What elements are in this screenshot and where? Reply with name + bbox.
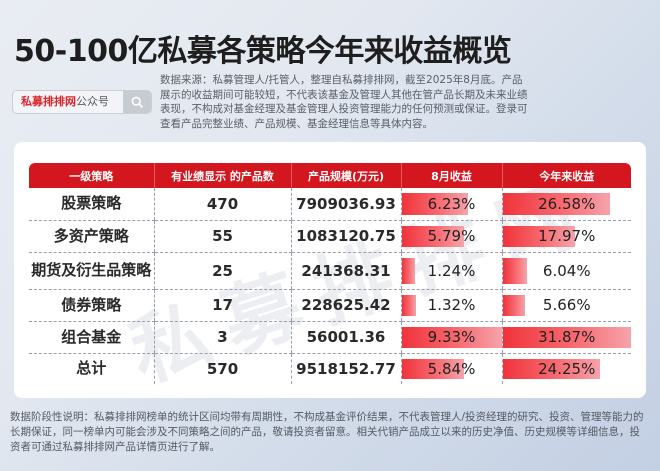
ytd-return-value: 17.97% [538, 227, 596, 245]
cell-aug-return: 1.24% [400, 252, 502, 290]
cell-aug-return: 5.79% [400, 220, 502, 253]
ytd-return-value: 24.25% [538, 359, 596, 378]
aug-return-bar [401, 294, 416, 316]
cell-ytd-return: 17.97% [501, 220, 631, 253]
cell-ytd-return: 5.66% [501, 289, 631, 322]
cell-strategy: 多资产策略 [29, 220, 154, 253]
cell-product-count: 17 [153, 289, 291, 322]
wechat-search-box[interactable]: 私募排排网 公众号 [12, 90, 152, 114]
cell-scale: 9518152.77 [290, 353, 401, 384]
strategy-returns-table: 一级策略 有业绩显示 的产品数 产品规模(万元) 8月收益 今年来收益 股票策略… [29, 163, 631, 384]
header-product-count: 有业绩显示 的产品数 [153, 163, 291, 188]
ytd-return-bar [502, 257, 527, 284]
aug-return-value: 5.79% [427, 227, 476, 245]
cell-scale: 241368.31 [290, 252, 401, 290]
table-row: 股票策略 470 7909036.93 6.23% 26.58% [29, 188, 631, 221]
ytd-return-bar [502, 326, 631, 348]
ytd-return-value: 31.87% [538, 328, 596, 346]
table-header-row: 一级策略 有业绩显示 的产品数 产品规模(万元) 8月收益 今年来收益 [29, 163, 631, 188]
aug-return-value: 6.23% [427, 194, 476, 213]
cell-product-count: 25 [153, 252, 291, 290]
cell-ytd-return: 24.25% [501, 353, 631, 384]
aug-return-bar [401, 257, 415, 284]
ytd-return-value: 5.66% [542, 296, 591, 314]
cell-aug-return: 1.32% [400, 289, 502, 322]
search-brand-text: 私募排排网 [21, 95, 76, 108]
cell-aug-return: 5.84% [400, 353, 502, 384]
cell-product-count: 3 [153, 321, 291, 354]
cell-scale: 228625.42 [290, 289, 401, 322]
header-aug-return: 8月收益 [400, 163, 502, 188]
cell-strategy: 债券策略 [29, 289, 154, 322]
page-title: 50-100亿私募各策略今年来收益概览 [14, 34, 512, 69]
cell-strategy: 总计 [76, 359, 107, 378]
ytd-return-bar [502, 193, 610, 215]
search-icon [131, 96, 143, 108]
cell-product-count: 470 [153, 188, 291, 221]
header-ytd-return: 今年来收益 [501, 163, 631, 188]
cell-strategy: 组合基金 [29, 321, 154, 354]
data-source-description: 数据来源：私募管理人/托管人，整理自私募排排网，截至2025年8月底。产品展示的… [160, 74, 528, 130]
ytd-return-bar [502, 225, 575, 247]
header-strategy: 一级策略 [29, 163, 154, 188]
table-row: 债券策略 17 228625.42 1.32% 5.66% [29, 289, 631, 322]
search-suffix-text: 公众号 [76, 95, 109, 108]
aug-return-bar [401, 326, 502, 348]
disclaimer-footnote: 数据阶段性说明：私募排排网榜单的统计区间均带有周期性，不构成基金评价结果，不代表… [10, 411, 644, 453]
cell-strategy: 股票策略 [29, 188, 154, 221]
ytd-return-value: 26.58% [538, 194, 596, 213]
search-button[interactable] [123, 91, 151, 113]
aug-return-value: 1.24% [427, 261, 476, 280]
cell-product-count: 55 [153, 220, 291, 253]
header-scale: 产品规模(万元) [290, 163, 401, 188]
aug-return-bar [401, 193, 469, 215]
cell-scale: 7909036.93 [290, 188, 401, 221]
table-row: 多资产策略 55 1083120.75 5.79% 17.97% [29, 220, 631, 253]
table-row: 组合基金 3 56001.36 9.33% 31.87% [29, 321, 631, 354]
cell-ytd-return: 6.04% [501, 252, 631, 290]
cell-ytd-return: 26.58% [501, 188, 631, 221]
cell-ytd-return: 31.87% [501, 321, 631, 354]
ytd-return-bar [502, 358, 601, 379]
aug-return-value: 5.84% [427, 359, 476, 378]
cell-scale: 56001.36 [290, 321, 401, 354]
cell-scale: 1083120.75 [290, 220, 401, 253]
cell-aug-return: 9.33% [400, 321, 502, 354]
aug-return-value: 1.32% [427, 296, 476, 314]
cell-strategy: 期货及衍生品策略 [29, 252, 154, 290]
aug-return-bar [401, 225, 464, 247]
table-row: 期货及衍生品策略 25 241368.31 1.24% 6.04% [29, 252, 631, 290]
cell-product-count: 570 [153, 353, 291, 384]
ytd-return-bar [502, 294, 526, 316]
aug-return-bar [401, 358, 465, 379]
cell-aug-return: 6.23% [400, 188, 502, 221]
ytd-return-value: 6.04% [542, 261, 591, 280]
aug-return-value: 9.33% [427, 328, 476, 346]
table-row: 总计 570 9518152.77 5.84% 24.25% [29, 353, 631, 384]
